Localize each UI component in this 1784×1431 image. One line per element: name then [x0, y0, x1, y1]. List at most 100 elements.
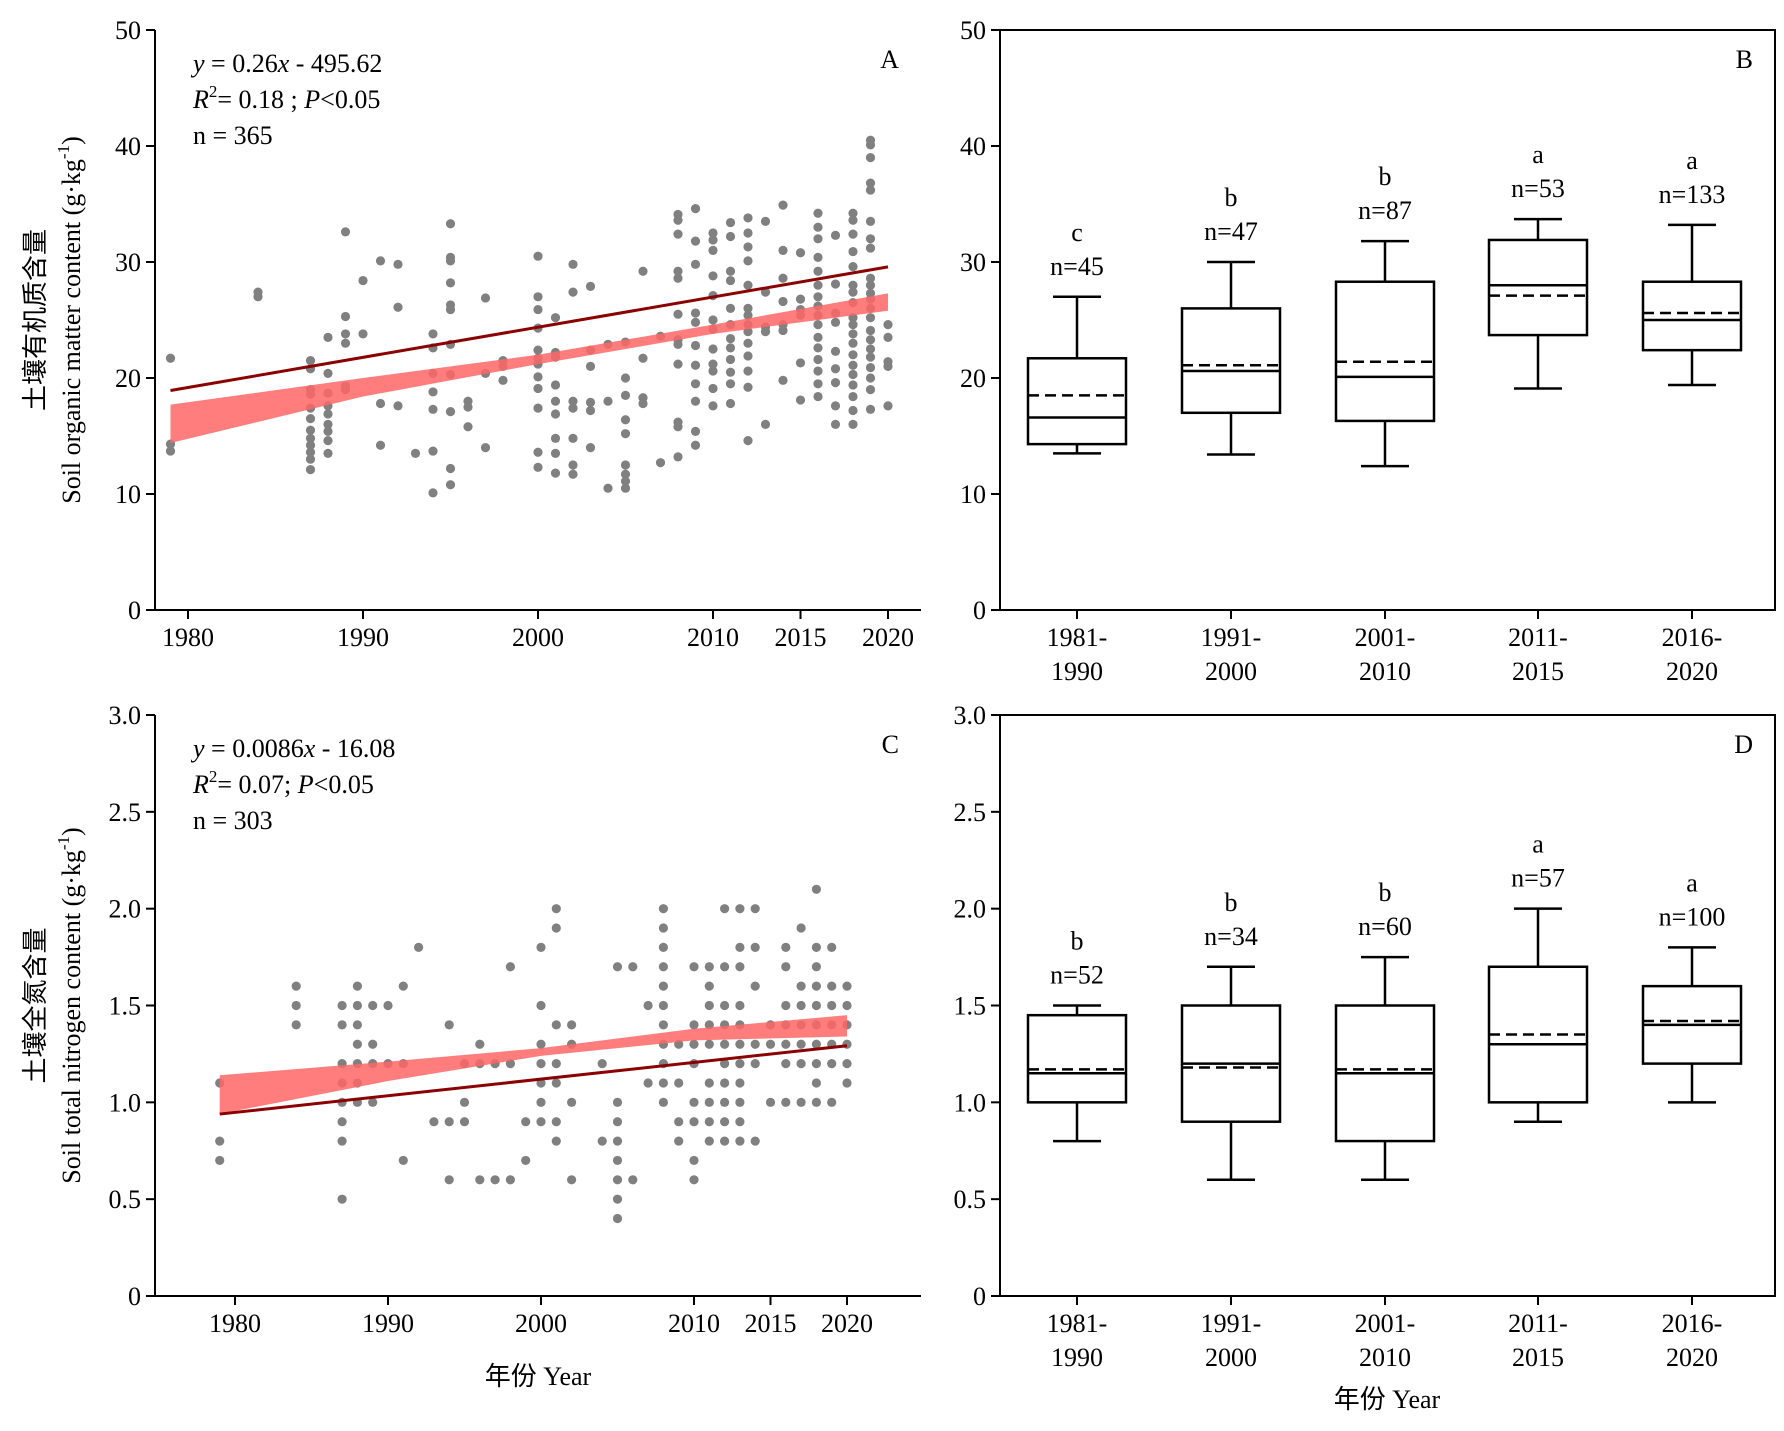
data-point	[842, 1059, 852, 1069]
data-point	[827, 1059, 837, 1069]
data-point	[612, 1136, 623, 1146]
data-point	[708, 359, 718, 369]
data-point	[848, 262, 858, 272]
group-n-label: n=100	[1659, 902, 1726, 931]
data-point	[628, 1175, 638, 1185]
box-group: n=47 b 1991- 2000	[1180, 183, 1282, 686]
group-n-label: n=34	[1204, 922, 1258, 951]
significance-letter: a	[1532, 140, 1544, 169]
data-point	[658, 1078, 669, 1088]
data-point	[720, 904, 730, 914]
data-point	[781, 1097, 791, 1107]
data-point	[778, 375, 788, 385]
data-point	[567, 1097, 577, 1107]
x-tick-label-line1: 1981-	[1047, 1309, 1108, 1338]
data-point	[305, 414, 316, 424]
data-point	[533, 304, 543, 315]
data-point	[568, 433, 578, 443]
data-point	[567, 1175, 577, 1185]
confidence-band	[170, 293, 888, 443]
data-point	[725, 343, 736, 353]
data-point	[305, 447, 316, 457]
data-point	[533, 292, 543, 302]
iqr-box	[1641, 280, 1743, 352]
data-point	[848, 369, 858, 380]
data-point	[444, 1020, 454, 1030]
data-point	[337, 1020, 347, 1030]
x-tick-label: 2010	[687, 623, 739, 652]
panel-b: 01020304050n=45c1981-1990n=47b1991-2000n…	[960, 16, 1776, 686]
data-point	[674, 1078, 684, 1088]
y-tick-label: 0	[128, 1282, 141, 1311]
data-point	[796, 923, 806, 933]
data-point	[340, 329, 351, 339]
data-point	[368, 1039, 378, 1049]
data-point	[811, 1059, 822, 1069]
data-point	[865, 352, 876, 362]
data-point	[445, 463, 456, 474]
data-point	[708, 271, 718, 281]
data-point	[638, 398, 648, 409]
data-point	[743, 338, 753, 348]
sample-size-text: n = 365	[193, 121, 273, 150]
data-point	[603, 483, 613, 493]
y-tick-label: 30	[115, 248, 141, 277]
significance-letter: a	[1686, 868, 1698, 897]
data-point	[778, 273, 788, 283]
data-point	[720, 1136, 730, 1146]
box-group: n=57 a 2011- 2015	[1487, 830, 1589, 1372]
data-point	[883, 332, 893, 342]
data-point	[848, 287, 858, 297]
data-point	[848, 380, 858, 390]
data-point	[620, 476, 631, 486]
data-point	[848, 280, 858, 290]
data-point	[743, 382, 753, 392]
data-point	[673, 273, 683, 283]
data-point	[704, 1078, 714, 1088]
data-point	[429, 1117, 439, 1127]
y-tick-label: 0.5	[954, 1185, 987, 1214]
data-point	[551, 904, 561, 914]
data-point	[725, 398, 736, 409]
y-tick-label: 10	[960, 480, 986, 509]
data-point	[673, 266, 683, 276]
data-point	[428, 446, 438, 456]
data-point	[445, 256, 456, 266]
significance-letter: b	[1071, 927, 1084, 956]
regression-line	[170, 265, 889, 393]
data-point	[612, 962, 623, 972]
r-squared-text: R2= 0.18 ; P<0.05	[192, 82, 380, 114]
iqr-box	[1180, 307, 1282, 415]
data-point	[704, 1039, 714, 1049]
data-point	[658, 923, 669, 933]
data-point	[827, 1097, 837, 1107]
data-point	[445, 407, 456, 417]
data-point	[743, 256, 753, 266]
x-tick-label-line1: 2011-	[1508, 623, 1568, 652]
data-point	[690, 340, 701, 351]
data-point	[689, 962, 699, 972]
data-point	[778, 296, 788, 307]
y-tick-label: 1.5	[109, 992, 142, 1021]
data-point	[585, 361, 596, 371]
data-point	[585, 397, 596, 407]
data-point	[811, 1039, 822, 1049]
data-point	[760, 216, 771, 226]
significance-letter: b	[1379, 878, 1392, 907]
data-point	[337, 1117, 347, 1127]
data-point	[414, 942, 424, 953]
data-point	[612, 1175, 623, 1185]
data-point	[658, 942, 669, 953]
data-point	[708, 383, 718, 394]
data-point	[830, 419, 841, 429]
data-point	[743, 242, 753, 252]
data-point	[533, 251, 543, 261]
data-point	[459, 1097, 470, 1107]
data-point	[848, 329, 858, 339]
data-point	[398, 981, 408, 991]
data-point	[536, 1117, 546, 1127]
data-point	[340, 311, 351, 322]
data-point	[796, 1059, 806, 1069]
x-tick-label-line1: 2001-	[1355, 623, 1416, 652]
x-tick-label-line2: 1990	[1051, 657, 1103, 686]
